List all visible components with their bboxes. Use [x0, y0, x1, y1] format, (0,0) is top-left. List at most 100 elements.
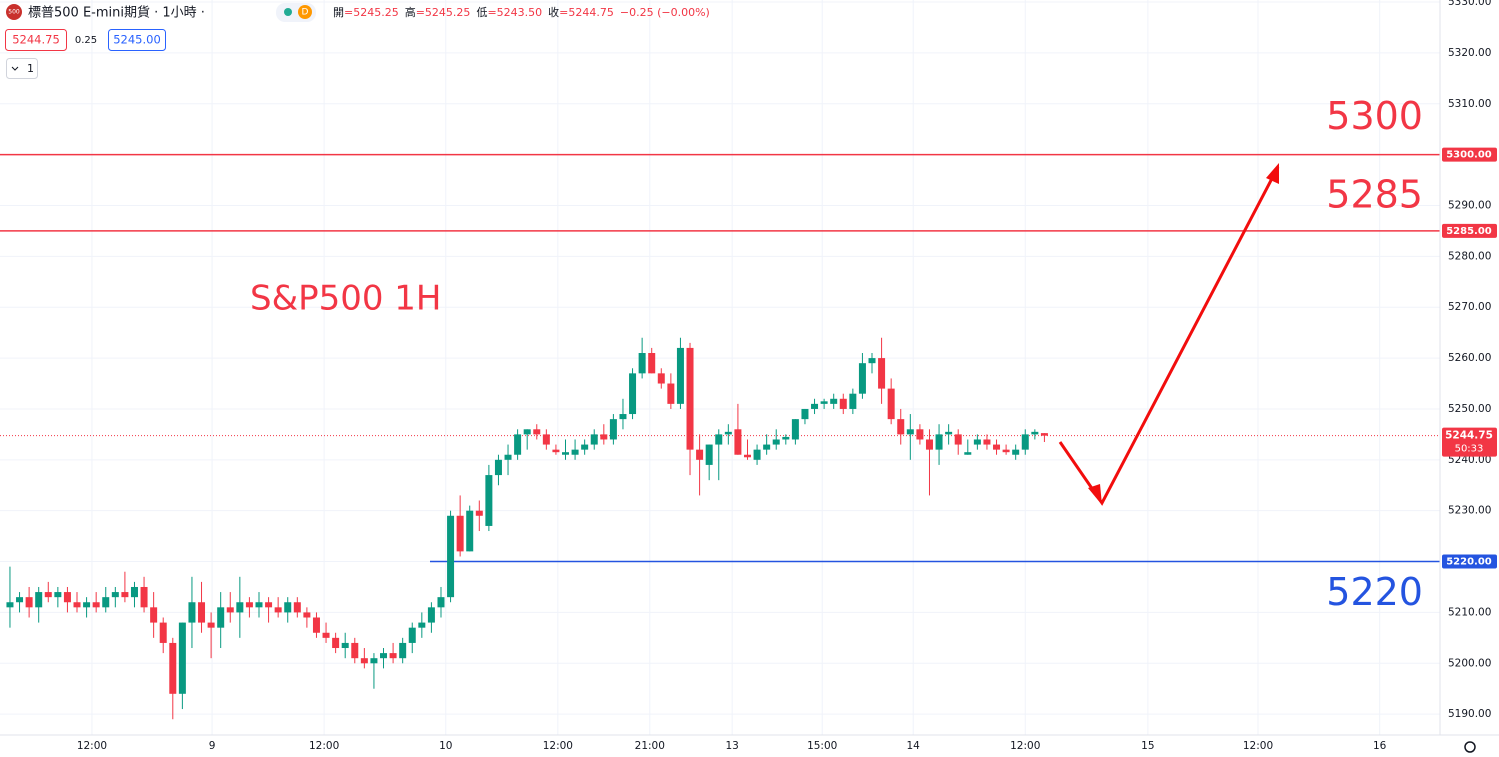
candle-body — [408, 627, 416, 643]
candle-body — [485, 475, 493, 526]
candle-body — [705, 444, 713, 465]
candle-body — [964, 452, 972, 455]
ohlc-value: =5243.50 — [487, 6, 542, 19]
interval-box[interactable] — [6, 58, 38, 79]
chevron — [11, 66, 19, 71]
ohlc-label: 高 — [405, 5, 416, 19]
y-tick-label: 5230.00 — [1448, 505, 1491, 517]
y-tick-label: 5320.00 — [1448, 47, 1491, 59]
level-tag-text: 5220.00 — [1446, 557, 1492, 568]
candle-body — [169, 642, 177, 694]
candle-body — [849, 393, 857, 409]
candle-body — [83, 602, 91, 608]
candle-body — [916, 429, 924, 440]
level-tag — [1442, 223, 1497, 238]
settings-icon[interactable] — [1464, 741, 1476, 753]
x-tick-label: 15 — [1141, 740, 1154, 752]
candle-body — [1002, 449, 1010, 453]
candle-body — [724, 431, 732, 435]
y-tick-label: 5280.00 — [1448, 250, 1491, 262]
interval: 1 — [27, 62, 34, 75]
candle-body — [1012, 449, 1020, 455]
candle-body — [619, 414, 627, 420]
candle-body — [245, 602, 253, 608]
candle-body — [878, 358, 886, 389]
ask-box[interactable] — [108, 29, 166, 51]
candle-body — [140, 586, 148, 608]
candle-body — [466, 510, 474, 552]
candle-body — [226, 607, 234, 613]
x-tick-label: 21:00 — [635, 740, 665, 752]
last-price-tag — [1442, 427, 1497, 457]
candle-body — [293, 602, 301, 613]
candle-body — [207, 622, 215, 628]
countdown: 50:33 — [1455, 444, 1484, 455]
x-tick-label: 12:00 — [1243, 740, 1273, 752]
candle-body — [150, 607, 158, 623]
candle-body — [504, 454, 512, 460]
candle-body — [590, 434, 598, 445]
candle-body — [437, 597, 445, 608]
candle-body — [629, 373, 637, 415]
forecast-arrow — [1058, 166, 1280, 506]
candle-body — [811, 403, 819, 409]
y-tick-label: 5210.00 — [1448, 606, 1491, 618]
candle-body — [303, 612, 311, 618]
candle-body — [935, 434, 943, 450]
candle-body — [897, 419, 905, 435]
candle-body — [830, 398, 838, 404]
candle-body — [887, 388, 895, 420]
level-tag — [1442, 147, 1497, 162]
candle-body — [360, 658, 368, 664]
level-tag-text: 5300.00 — [1446, 150, 1492, 161]
candle-body — [265, 602, 273, 608]
candle-body — [983, 439, 991, 445]
candle-body — [102, 597, 110, 608]
bid-box[interactable] — [5, 29, 67, 51]
x-tick-label: 16 — [1373, 740, 1387, 752]
candle-body — [954, 434, 962, 445]
candle-body — [399, 642, 407, 659]
candle-body — [743, 454, 751, 458]
ohlc-label: 收 — [548, 5, 559, 19]
candle-body — [782, 436, 790, 440]
y-tick-label: 5260.00 — [1448, 352, 1491, 364]
candle-body — [322, 632, 330, 638]
level-tag-text: 5285.00 — [1446, 226, 1492, 237]
candle-body — [772, 439, 780, 445]
candle-body — [676, 347, 684, 404]
symbol-icon — [6, 4, 22, 20]
badge-text: D — [302, 8, 309, 18]
candle-body — [696, 449, 704, 460]
candle-body — [92, 602, 100, 608]
candle-body — [73, 602, 81, 608]
candle-body — [820, 401, 828, 404]
candle-body — [370, 658, 378, 664]
annotation: S&P500 1H — [250, 279, 442, 319]
last-price: 5244.75 — [1445, 430, 1493, 442]
ohlc-label: 開 — [333, 6, 344, 19]
candle-body — [600, 434, 608, 440]
y-tick-label: 5270.00 — [1448, 301, 1491, 313]
candle-body — [657, 373, 665, 384]
ohlc-value: =5245.25 — [416, 6, 471, 19]
level-text: 5220 — [1326, 570, 1423, 614]
level-text: 5300 — [1326, 94, 1423, 138]
candle-body — [791, 419, 799, 440]
candle-body — [217, 607, 225, 628]
y-tick-label: 5310.00 — [1448, 98, 1491, 110]
y-tick-label: 5330.00 — [1448, 0, 1491, 8]
candle-body — [571, 449, 579, 455]
level-tag — [1442, 554, 1497, 569]
ohlc-label: 低 — [476, 6, 487, 19]
y-tick-label: 5290.00 — [1448, 199, 1491, 211]
candle-body — [130, 586, 138, 598]
ohlc-value: =5245.25 — [344, 6, 399, 19]
symbol-title: 標普500 E-mini期貨 · 1小時 · — [28, 5, 205, 21]
candle-body — [906, 429, 914, 435]
candle-body — [514, 434, 522, 455]
candle-body — [533, 429, 541, 435]
bid: 5244.75 — [12, 33, 60, 47]
candle-body — [312, 617, 320, 633]
